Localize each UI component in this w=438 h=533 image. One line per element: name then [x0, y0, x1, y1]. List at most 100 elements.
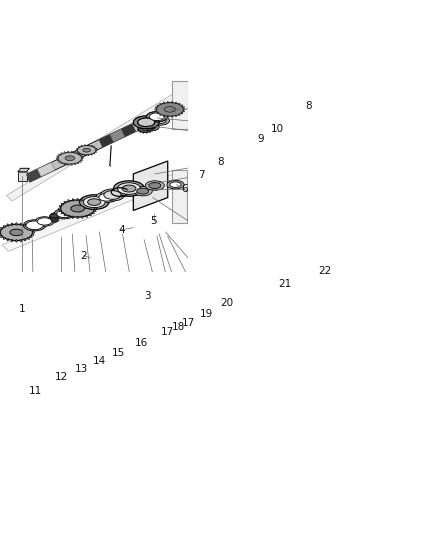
- Ellipse shape: [78, 152, 79, 155]
- Ellipse shape: [167, 116, 168, 118]
- Ellipse shape: [92, 212, 94, 214]
- Ellipse shape: [138, 127, 139, 128]
- Ellipse shape: [80, 154, 81, 156]
- Ellipse shape: [28, 237, 29, 239]
- Polygon shape: [99, 134, 114, 148]
- Ellipse shape: [183, 111, 185, 112]
- Ellipse shape: [71, 205, 85, 212]
- Ellipse shape: [117, 183, 141, 195]
- Ellipse shape: [59, 206, 62, 207]
- Ellipse shape: [28, 225, 29, 228]
- Ellipse shape: [91, 145, 92, 147]
- Polygon shape: [121, 124, 136, 137]
- Ellipse shape: [72, 216, 74, 219]
- Text: 9: 9: [257, 134, 264, 144]
- Ellipse shape: [32, 234, 34, 235]
- Ellipse shape: [88, 154, 89, 156]
- Text: 18: 18: [171, 321, 185, 332]
- Ellipse shape: [143, 125, 144, 126]
- Ellipse shape: [30, 236, 32, 238]
- Ellipse shape: [30, 227, 32, 229]
- Ellipse shape: [151, 127, 152, 128]
- Ellipse shape: [138, 126, 152, 133]
- Ellipse shape: [78, 147, 80, 148]
- Ellipse shape: [147, 125, 156, 129]
- Ellipse shape: [151, 130, 152, 131]
- Polygon shape: [26, 169, 41, 182]
- Ellipse shape: [0, 224, 33, 240]
- Polygon shape: [26, 108, 170, 182]
- Ellipse shape: [171, 116, 173, 118]
- Ellipse shape: [78, 162, 79, 164]
- Ellipse shape: [122, 185, 136, 192]
- Ellipse shape: [151, 116, 170, 125]
- Ellipse shape: [157, 105, 159, 106]
- Ellipse shape: [58, 154, 60, 156]
- Ellipse shape: [61, 162, 63, 164]
- Ellipse shape: [81, 159, 83, 160]
- Ellipse shape: [149, 131, 150, 133]
- Ellipse shape: [149, 126, 150, 127]
- Ellipse shape: [0, 227, 3, 229]
- Ellipse shape: [77, 198, 78, 201]
- Ellipse shape: [59, 210, 62, 212]
- Ellipse shape: [81, 199, 83, 201]
- Ellipse shape: [68, 200, 70, 202]
- Ellipse shape: [160, 114, 161, 116]
- Ellipse shape: [91, 154, 92, 155]
- Ellipse shape: [167, 101, 168, 103]
- Ellipse shape: [92, 203, 94, 205]
- Ellipse shape: [81, 216, 83, 219]
- Ellipse shape: [86, 200, 88, 202]
- Ellipse shape: [140, 131, 141, 133]
- Ellipse shape: [163, 115, 165, 117]
- Ellipse shape: [96, 192, 117, 203]
- Ellipse shape: [0, 234, 1, 235]
- Ellipse shape: [94, 206, 96, 207]
- Polygon shape: [110, 129, 125, 142]
- Ellipse shape: [26, 221, 43, 230]
- Polygon shape: [2, 172, 185, 252]
- Ellipse shape: [81, 156, 83, 157]
- Ellipse shape: [50, 213, 59, 222]
- Ellipse shape: [7, 239, 9, 241]
- Polygon shape: [18, 172, 27, 181]
- Ellipse shape: [142, 128, 148, 131]
- Text: 1: 1: [19, 304, 26, 314]
- Ellipse shape: [146, 132, 147, 133]
- Ellipse shape: [138, 130, 139, 131]
- Ellipse shape: [156, 102, 184, 116]
- Ellipse shape: [167, 180, 184, 189]
- Ellipse shape: [100, 189, 124, 201]
- Ellipse shape: [178, 114, 180, 116]
- Ellipse shape: [56, 158, 58, 159]
- Ellipse shape: [35, 217, 54, 226]
- Ellipse shape: [58, 161, 60, 163]
- Ellipse shape: [10, 229, 23, 236]
- Ellipse shape: [147, 111, 167, 122]
- Ellipse shape: [67, 151, 69, 153]
- Ellipse shape: [7, 224, 9, 226]
- Polygon shape: [172, 82, 188, 129]
- Ellipse shape: [89, 201, 91, 203]
- Ellipse shape: [143, 132, 144, 133]
- Ellipse shape: [57, 210, 72, 217]
- Ellipse shape: [89, 214, 91, 216]
- Ellipse shape: [65, 156, 75, 160]
- Polygon shape: [7, 88, 188, 201]
- Text: 8: 8: [217, 157, 223, 167]
- Ellipse shape: [83, 197, 105, 207]
- Ellipse shape: [24, 224, 26, 226]
- Ellipse shape: [140, 126, 141, 127]
- Ellipse shape: [163, 102, 165, 104]
- Ellipse shape: [0, 232, 1, 233]
- Text: 6: 6: [182, 184, 188, 194]
- Ellipse shape: [54, 208, 75, 219]
- Ellipse shape: [155, 111, 157, 112]
- Ellipse shape: [144, 123, 159, 131]
- Ellipse shape: [86, 215, 88, 217]
- Ellipse shape: [88, 144, 89, 146]
- Ellipse shape: [155, 107, 157, 108]
- Ellipse shape: [77, 148, 78, 149]
- Text: 20: 20: [220, 298, 233, 308]
